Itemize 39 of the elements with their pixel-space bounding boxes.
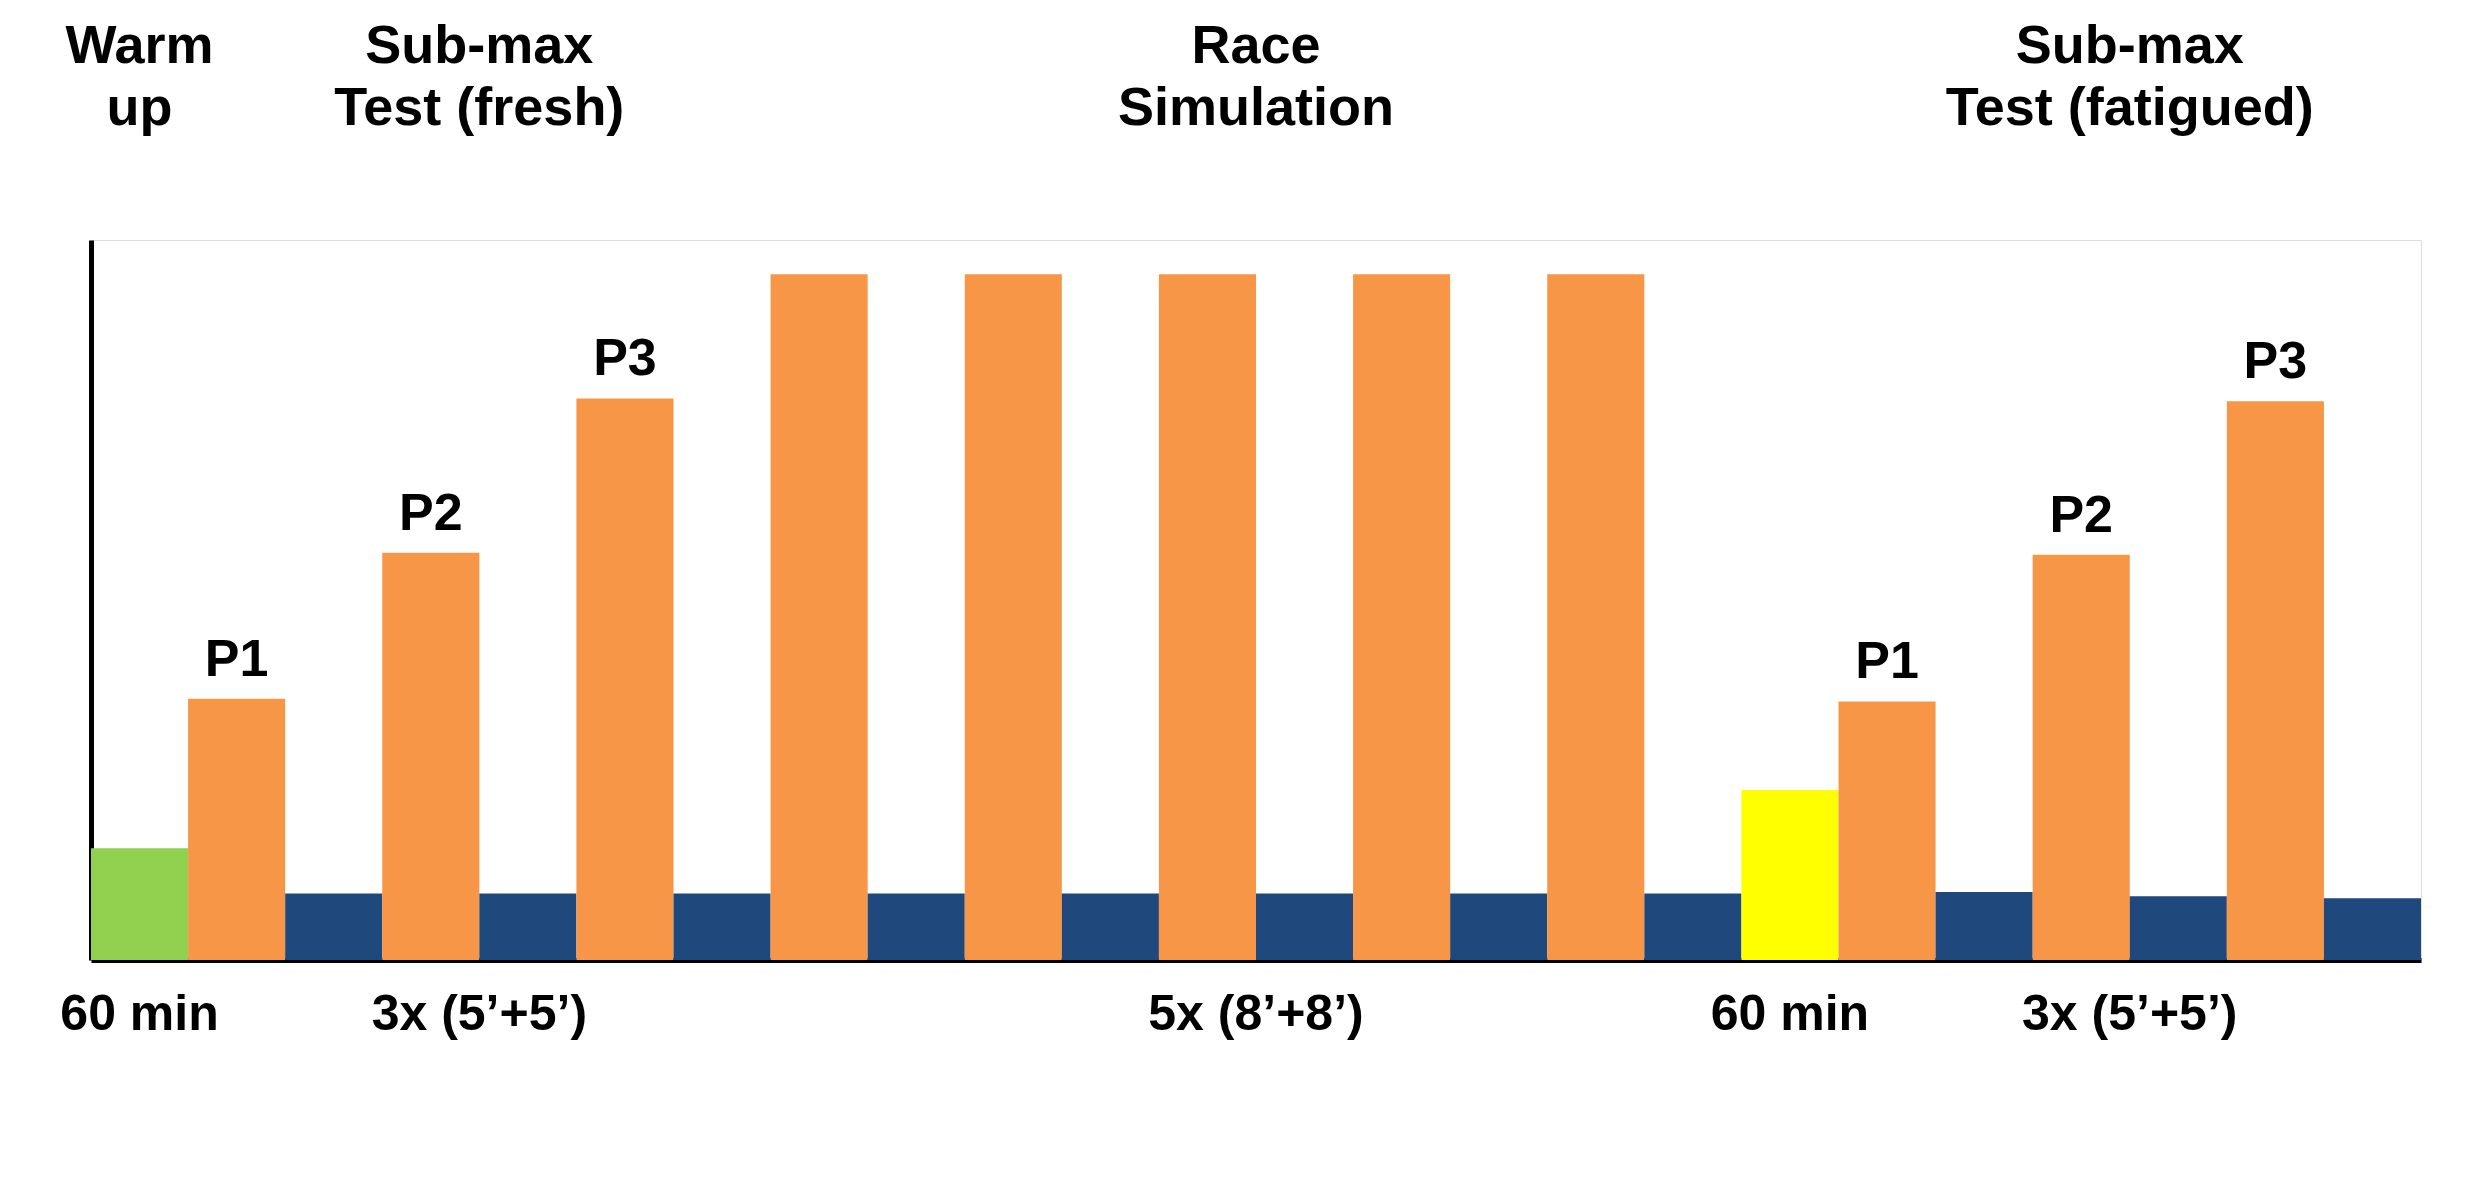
text: 3x (5’+5’) [2022, 985, 2238, 1041]
bar [91, 848, 189, 960]
bar [382, 552, 480, 960]
text: Sub-max Test (fatigued) [1945, 14, 2314, 136]
annotation: P3 [2243, 331, 2308, 390]
bar [1935, 892, 2033, 960]
bar [1547, 274, 1645, 960]
bar [2129, 896, 2227, 960]
bar [2226, 401, 2324, 960]
bar [1256, 893, 1354, 960]
text: Race Simulation [1117, 14, 1395, 136]
bar [2032, 554, 2130, 960]
bar [867, 893, 965, 960]
text: Warm up [65, 14, 214, 136]
text: 3x (5’+5’) [371, 985, 588, 1041]
bar [1061, 893, 1159, 960]
bar [1644, 893, 1742, 960]
annotation: P1 [1855, 631, 1919, 690]
annotation: P1 [204, 628, 269, 687]
bar [1158, 274, 1256, 960]
text: 5x (8’+8’) [1148, 985, 1364, 1041]
annotation: P2 [398, 482, 463, 541]
bar [1353, 274, 1451, 960]
bar [188, 698, 286, 960]
bar [770, 274, 868, 960]
annotation: P3 [593, 328, 657, 387]
bar [285, 893, 383, 960]
bar [1450, 893, 1548, 960]
bar [2323, 898, 2421, 960]
annotation: P2 [2049, 484, 2114, 543]
bar [964, 274, 1062, 960]
bar [673, 893, 771, 960]
bar [576, 398, 674, 960]
bar [1838, 701, 1936, 960]
text: 60 min [60, 985, 219, 1041]
text: Sub-max Test (fresh) [334, 14, 625, 136]
bar [479, 893, 577, 960]
text: 60 min [1710, 985, 1870, 1041]
bar [1741, 789, 1839, 960]
